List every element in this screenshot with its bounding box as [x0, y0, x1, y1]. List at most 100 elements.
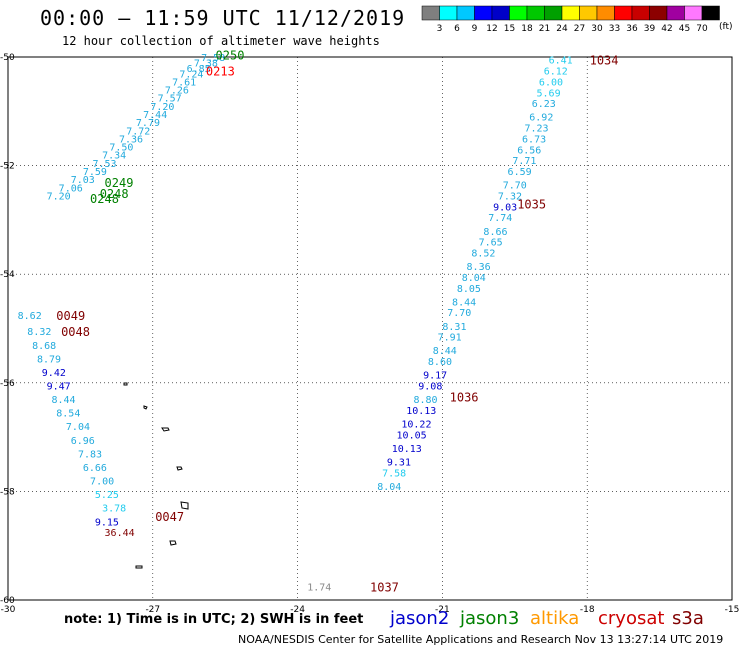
wave-height-value: 6.00 — [539, 77, 563, 88]
wave-height-value: 9.31 — [387, 458, 411, 469]
colorbar-label: 70 — [696, 24, 708, 34]
y-tick-label: -52 — [0, 162, 15, 172]
wave-height-value: 8.04 — [462, 273, 486, 284]
wave-height-value: 7.34 — [102, 151, 126, 162]
colorbar-swatch — [561, 5, 580, 21]
wave-height-value: 7.72 — [126, 126, 150, 137]
colorbar-swatch — [421, 5, 440, 21]
colorbar-label: 9 — [472, 24, 478, 34]
legend-cryosat: cryosat — [598, 608, 665, 629]
wave-height-value: 10.22 — [401, 420, 431, 431]
wave-height-value: 6.96 — [71, 436, 95, 447]
colorbar-swatch — [614, 5, 633, 21]
y-tick-label: -54 — [0, 270, 15, 280]
wave-height-value: 8.32 — [27, 327, 51, 338]
wave-height-value: 7.79 — [136, 118, 160, 129]
wave-height-value: 7.50 — [109, 143, 133, 154]
wave-height-value: 8.62 — [18, 311, 42, 322]
wave-height-value: 3.78 — [102, 504, 126, 515]
footer-credit: NOAA/NESDIS Center for Satellite Applica… — [238, 633, 724, 646]
pass-time-label: 0250 — [216, 48, 245, 62]
colorbar-swatch — [701, 5, 720, 21]
wave-height-value: 6.66 — [83, 463, 107, 474]
wave-height-value: 36.44 — [105, 528, 135, 539]
pass-time-label: 0047 — [155, 510, 184, 524]
y-tick-label: -50 — [0, 53, 15, 63]
wave-height-value: 7.65 — [479, 238, 503, 249]
wave-height-value: 8.05 — [457, 284, 481, 295]
gridlines — [8, 57, 732, 600]
colorbar-swatch — [544, 5, 563, 21]
colorbar-swatch — [649, 5, 668, 21]
x-tick-label: -15 — [725, 605, 740, 615]
wave-height-value: 6.85 — [187, 64, 211, 75]
y-tick-label: -58 — [0, 487, 15, 497]
pass-time-label: 0249 — [105, 176, 134, 190]
wave-height-value: 7.61 — [172, 77, 196, 88]
wave-height-value: 10.05 — [397, 430, 427, 441]
page-title: 00:00 – 11:59 UTC 11/12/2019 — [40, 6, 406, 30]
wave-height-value: 7.20 — [47, 191, 71, 202]
island-shape — [169, 540, 177, 546]
colorbar-label: 39 — [644, 24, 656, 34]
wave-height-value: 7.57 — [158, 94, 182, 105]
wave-height-value: 7.58 — [382, 468, 406, 479]
colorbar-swatch — [596, 5, 615, 21]
colorbar-label: 36 — [626, 24, 638, 34]
colorbar-swatch — [684, 5, 703, 21]
island-shape — [135, 565, 143, 569]
wave-height-value: 8.79 — [37, 354, 61, 365]
pass-time-label: 0213 — [206, 65, 235, 79]
wave-height-value: 8.36 — [467, 262, 491, 273]
colorbar-label: 6 — [454, 24, 460, 34]
track-points: 7.587.386.857.247.617.267.577.207.447.79… — [18, 53, 573, 593]
x-tick-label: -21 — [435, 605, 450, 615]
colorbar-swatch — [579, 5, 598, 21]
wave-height-value: 9.42 — [42, 368, 66, 379]
colorbar-label: 12 — [486, 24, 497, 34]
pass-time-label: 1037 — [370, 580, 399, 594]
wave-height-value: 6.92 — [529, 113, 553, 124]
wave-height-value: 6.23 — [532, 99, 556, 110]
time-labels: 0250021302490248024800490048004710341035… — [56, 48, 618, 594]
y-tick-label: -56 — [0, 379, 15, 389]
pass-time-label: 1035 — [517, 198, 546, 212]
x-tick-label: -18 — [580, 605, 595, 615]
plot-frame — [7, 56, 733, 601]
legend-jason3: jason3 — [460, 608, 520, 629]
wave-height-value: 8.44 — [51, 395, 75, 406]
pass-time-label: 1036 — [450, 390, 479, 404]
tick-labels: -30 -27 -24 -21 -18 -15 -50 -52 -54 -56 -58 -60 — [0, 53, 739, 615]
legend-altika: altika — [530, 608, 580, 629]
footer-note: note: 1) Time is in UTC; 2) SWH is in fe… — [64, 612, 364, 627]
colorbar-swatch — [474, 5, 493, 21]
legend-s3a: s3a — [672, 608, 704, 629]
colorbar-label: 3 — [437, 24, 443, 34]
island-shape — [123, 382, 128, 386]
wave-height-value: 7.91 — [438, 333, 462, 344]
wave-height-value: 7.38 — [194, 58, 218, 69]
page-subtitle: 12 hour collection of altimeter wave hei… — [62, 34, 380, 48]
wave-height-value: 9.08 — [418, 382, 442, 393]
pass-time-label: 0248 — [100, 187, 129, 201]
wave-height-value: 6.59 — [508, 167, 532, 178]
colorbar-swatch — [456, 5, 475, 21]
colorbar-label: 15 — [504, 24, 515, 34]
wave-height-value: 7.70 — [503, 181, 527, 192]
wave-height-value: 7.53 — [92, 159, 116, 170]
colorbar-swatch — [631, 5, 650, 21]
wave-height-value: 8.52 — [471, 248, 495, 259]
wave-height-value: 7.58 — [201, 53, 225, 64]
legend-jason2: jason2 — [390, 608, 450, 629]
y-tick-label: -60 — [0, 596, 15, 606]
colorbar-label: 30 — [591, 24, 603, 34]
wave-height-value: 7.20 — [150, 102, 174, 113]
colorbar-swatch — [439, 5, 458, 21]
wave-height-value: 8.54 — [56, 409, 80, 420]
wave-height-value: 7.70 — [447, 308, 471, 319]
wave-height-value: 7.36 — [119, 134, 143, 145]
colorbar-swatch — [666, 5, 685, 21]
wave-height-value: 8.44 — [433, 346, 457, 357]
x-tick-label: -30 — [1, 605, 16, 615]
